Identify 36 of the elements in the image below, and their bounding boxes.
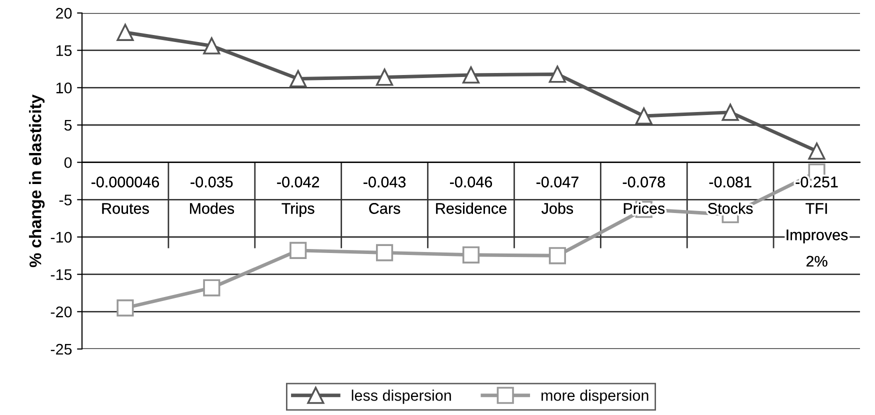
x-tick-label: -0.042 Trips <box>277 176 320 217</box>
x-tick-label: -0.043 Cars <box>364 176 406 214</box>
legend-label: more dispersion <box>542 390 648 404</box>
point <box>290 70 307 88</box>
y-tick-label: 20 <box>56 8 72 19</box>
y-tick-label: 15 <box>56 45 72 56</box>
x-tick-label: -0.078 Prices <box>622 176 665 214</box>
point <box>462 66 480 84</box>
y-tick-label: 0 <box>64 157 72 168</box>
legend-label: less dispersion <box>352 390 451 404</box>
point <box>203 37 220 54</box>
point <box>462 246 480 264</box>
y-tick-label: -20 <box>50 306 72 318</box>
y-tick-label: 5 <box>64 120 72 131</box>
point <box>376 68 394 86</box>
point <box>808 142 826 160</box>
x-tick-label: -0.000046 Routes <box>92 176 159 214</box>
y-tick-label: -15 <box>50 269 72 280</box>
x-tick-label: -0.035 Modes <box>190 176 234 214</box>
point <box>635 107 652 125</box>
point <box>376 244 394 262</box>
y-axis-title: % change in elasticity <box>29 94 45 268</box>
y-tick-label: -25 <box>50 344 72 355</box>
y-tick-label: -10 <box>50 232 72 243</box>
point <box>290 242 307 259</box>
point <box>722 104 739 121</box>
point <box>203 279 220 296</box>
x-tick-label: -0.046 Residence <box>436 176 506 214</box>
point <box>116 24 134 41</box>
point <box>548 66 566 83</box>
y-tick-label: 10 <box>56 82 72 94</box>
x-tick-label: -0.081 Stocks <box>708 176 753 214</box>
point <box>116 299 134 316</box>
y-tick-label: -5 <box>59 194 72 206</box>
point <box>548 247 566 264</box>
x-tick-label: -0.047 Jobs <box>536 176 578 214</box>
